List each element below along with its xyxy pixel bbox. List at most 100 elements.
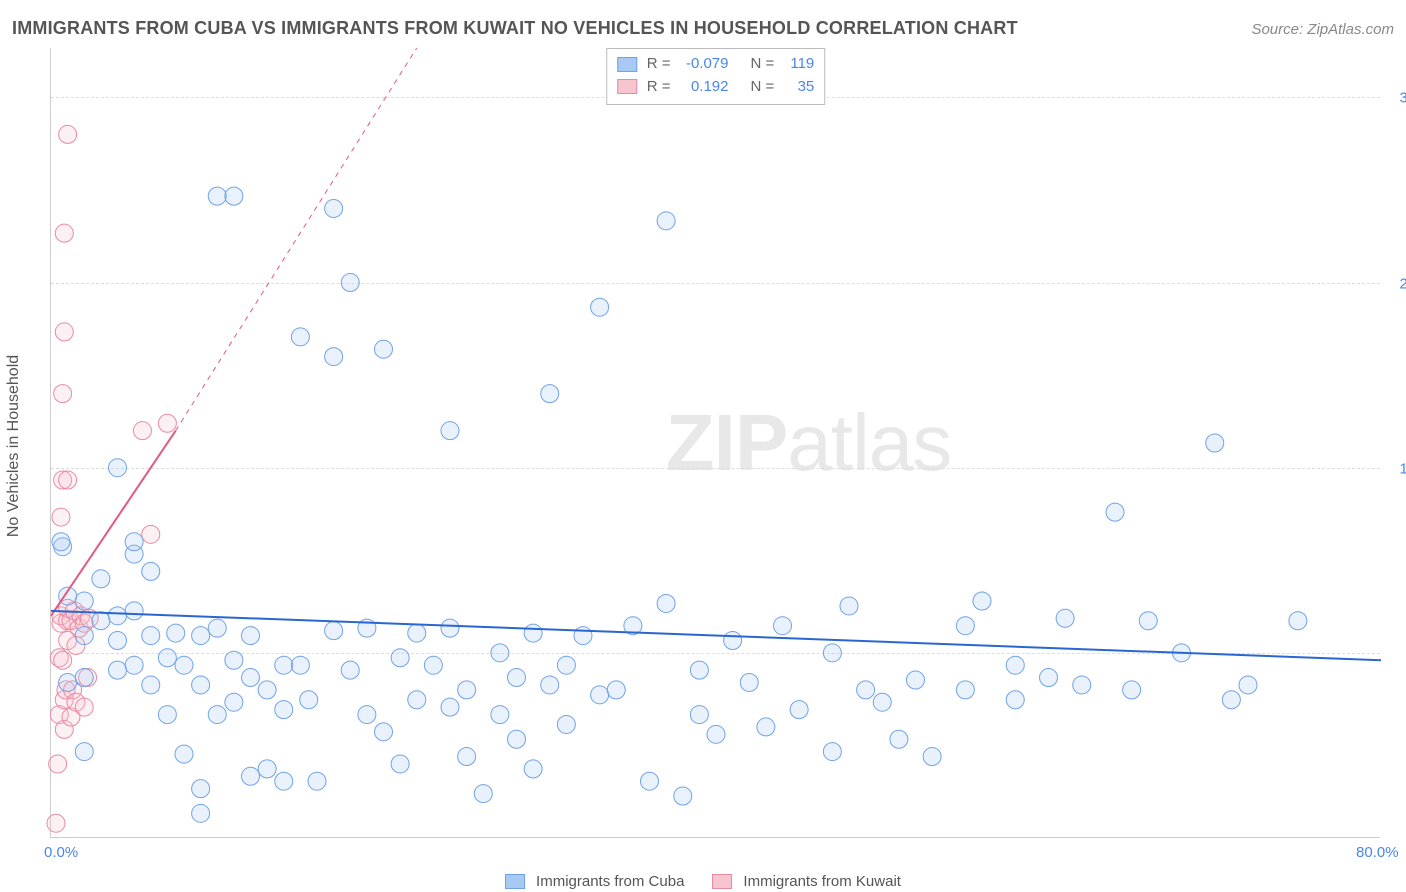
data-point bbox=[142, 676, 160, 694]
data-point bbox=[757, 718, 775, 736]
r-value-kuwait: 0.192 bbox=[677, 76, 729, 99]
swatch-cuba bbox=[617, 57, 637, 72]
data-point bbox=[109, 607, 127, 625]
y-tick-label: 30.0% bbox=[1387, 90, 1406, 107]
data-point bbox=[55, 323, 73, 341]
data-point bbox=[823, 743, 841, 761]
data-point bbox=[557, 715, 575, 733]
data-point bbox=[923, 748, 941, 766]
bottom-legend: Immigrants from Cuba Immigrants from Kuw… bbox=[505, 873, 901, 890]
data-point bbox=[657, 212, 675, 230]
data-point bbox=[109, 632, 127, 650]
data-point bbox=[55, 224, 73, 242]
data-point bbox=[1106, 503, 1124, 521]
data-point bbox=[391, 649, 409, 667]
data-point bbox=[142, 562, 160, 580]
data-point bbox=[873, 693, 891, 711]
n-value-cuba: 119 bbox=[780, 53, 814, 76]
data-point bbox=[275, 656, 293, 674]
swatch-cuba bbox=[505, 874, 525, 889]
data-point bbox=[508, 730, 526, 748]
data-point bbox=[956, 617, 974, 635]
data-point bbox=[109, 661, 127, 679]
data-point bbox=[541, 385, 559, 403]
data-point bbox=[92, 570, 110, 588]
data-point bbox=[75, 743, 93, 761]
data-point bbox=[54, 385, 72, 403]
legend-label-cuba: Immigrants from Cuba bbox=[536, 873, 684, 890]
legend-item-kuwait: Immigrants from Kuwait bbox=[712, 873, 901, 890]
data-point bbox=[956, 681, 974, 699]
data-point bbox=[142, 627, 160, 645]
data-point bbox=[358, 706, 376, 724]
data-point bbox=[424, 656, 442, 674]
data-point bbox=[59, 125, 77, 143]
y-tick-label: 22.5% bbox=[1387, 275, 1406, 292]
data-point bbox=[740, 673, 758, 691]
data-point bbox=[300, 691, 318, 709]
data-point bbox=[167, 624, 185, 642]
y-tick-label: 15.0% bbox=[1387, 460, 1406, 477]
data-point bbox=[541, 676, 559, 694]
data-point bbox=[175, 745, 193, 763]
data-point bbox=[458, 681, 476, 699]
data-point bbox=[1006, 691, 1024, 709]
n-value-kuwait: 35 bbox=[780, 76, 814, 99]
data-point bbox=[674, 787, 692, 805]
data-point bbox=[225, 651, 243, 669]
stats-legend: R = -0.079 N = 119 R = 0.192 N = 35 bbox=[606, 48, 826, 105]
data-point bbox=[109, 459, 127, 477]
data-point bbox=[857, 681, 875, 699]
data-point bbox=[325, 622, 343, 640]
data-point bbox=[1006, 656, 1024, 674]
data-point bbox=[192, 804, 210, 822]
data-point bbox=[158, 414, 176, 432]
data-point bbox=[690, 706, 708, 724]
data-point bbox=[59, 471, 77, 489]
data-point bbox=[258, 681, 276, 699]
data-point bbox=[1289, 612, 1307, 630]
data-point bbox=[375, 723, 393, 741]
data-point bbox=[158, 649, 176, 667]
x-tick-label: 80.0% bbox=[1356, 844, 1399, 861]
stats-row-kuwait: R = 0.192 N = 35 bbox=[617, 76, 815, 99]
scatter-plot: ZIPatlas 7.5%15.0%22.5%30.0% R = -0.079 … bbox=[50, 48, 1380, 838]
data-point bbox=[192, 676, 210, 694]
data-point bbox=[1056, 609, 1074, 627]
data-point bbox=[973, 592, 991, 610]
r-label: R = bbox=[647, 76, 671, 99]
r-label: R = bbox=[647, 53, 671, 76]
data-point bbox=[208, 187, 226, 205]
data-point bbox=[142, 525, 160, 543]
swatch-kuwait bbox=[712, 874, 732, 889]
data-point bbox=[275, 701, 293, 719]
data-point bbox=[840, 597, 858, 615]
data-point bbox=[208, 619, 226, 637]
data-point bbox=[375, 340, 393, 358]
regression-line bbox=[176, 48, 417, 431]
y-tick-label: 7.5% bbox=[1387, 645, 1406, 662]
data-point bbox=[192, 780, 210, 798]
data-point bbox=[75, 592, 93, 610]
data-point bbox=[208, 706, 226, 724]
data-point bbox=[291, 328, 309, 346]
data-point bbox=[75, 669, 93, 687]
data-point bbox=[724, 632, 742, 650]
data-point bbox=[49, 755, 67, 773]
r-value-cuba: -0.079 bbox=[677, 53, 729, 76]
data-point bbox=[341, 274, 359, 292]
data-point bbox=[408, 691, 426, 709]
data-point bbox=[391, 755, 409, 773]
data-point bbox=[125, 533, 143, 551]
data-point bbox=[59, 673, 77, 691]
data-point bbox=[458, 748, 476, 766]
data-point bbox=[325, 348, 343, 366]
data-point bbox=[242, 767, 260, 785]
chart-title: IMMIGRANTS FROM CUBA VS IMMIGRANTS FROM … bbox=[12, 18, 1018, 39]
data-point bbox=[508, 669, 526, 687]
data-point bbox=[192, 627, 210, 645]
stats-row-cuba: R = -0.079 N = 119 bbox=[617, 53, 815, 76]
plot-svg bbox=[51, 48, 1380, 837]
data-point bbox=[325, 199, 343, 217]
data-point bbox=[1040, 669, 1058, 687]
